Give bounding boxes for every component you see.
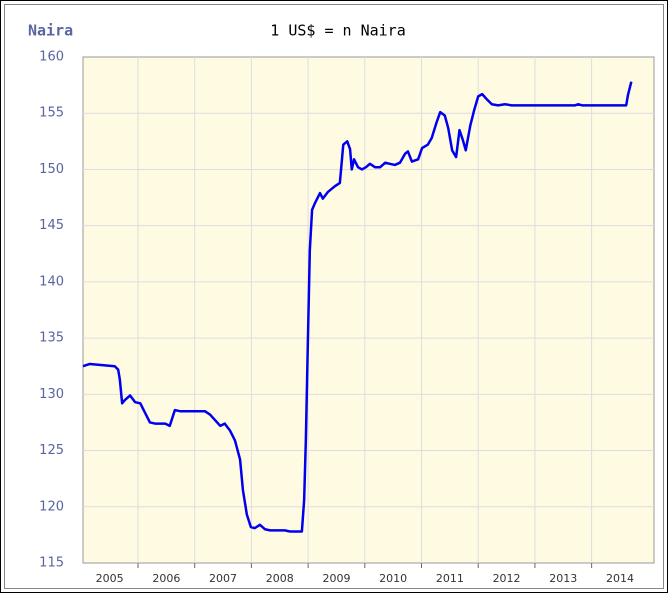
y-tick-label: 160 (39, 50, 64, 65)
x-tick-label: 2012 (493, 572, 521, 585)
x-tick-label: 2006 (152, 572, 180, 585)
x-tick-label: 2009 (322, 572, 350, 585)
series-line (82, 81, 633, 533)
y-tick-label: 155 (39, 106, 64, 121)
y-tick-label: 150 (39, 162, 64, 177)
y-tick-label: 120 (39, 499, 64, 514)
series-label: Naira (28, 22, 73, 40)
x-tick-label: 2008 (266, 572, 294, 585)
x-tick-label: 2013 (549, 572, 577, 585)
chart-title: 1 US$ = n Naira (270, 22, 405, 40)
plot-area (82, 56, 655, 564)
y-tick-label: 145 (39, 218, 64, 233)
x-tick-label: 2011 (436, 572, 464, 585)
x-tick-label: 2014 (606, 572, 634, 585)
y-tick-label: 125 (39, 443, 64, 458)
y-tick-label: 135 (39, 331, 64, 346)
y-tick-label: 115 (39, 556, 64, 571)
y-tick-label: 130 (39, 387, 64, 402)
x-tick-label: 2010 (379, 572, 407, 585)
x-tick-label: 2007 (209, 572, 237, 585)
y-tick-label: 140 (39, 274, 64, 289)
x-tick-label: 2005 (96, 572, 124, 585)
